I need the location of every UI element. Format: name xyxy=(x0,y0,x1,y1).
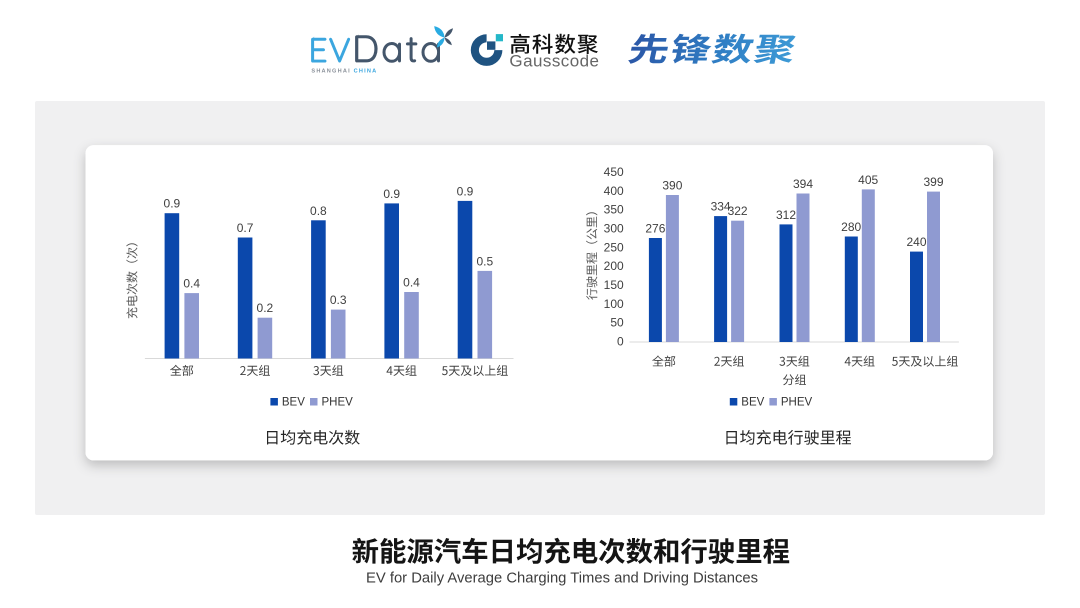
svg-text:0.3: 0.3 xyxy=(330,293,347,307)
svg-text:0.9: 0.9 xyxy=(164,197,181,211)
svg-text:PHEV: PHEV xyxy=(322,396,354,408)
svg-text:312: 312 xyxy=(776,208,796,222)
svg-text:399: 399 xyxy=(923,175,943,189)
svg-text:400: 400 xyxy=(604,184,624,198)
svg-text:0.2: 0.2 xyxy=(257,301,274,315)
svg-text:0.9: 0.9 xyxy=(383,187,400,201)
svg-text:0: 0 xyxy=(617,335,624,349)
svg-text:280: 280 xyxy=(841,220,861,234)
svg-text:390: 390 xyxy=(662,179,682,193)
svg-text:EV for Daily Average Charging: EV for Daily Average Charging Times and … xyxy=(366,571,758,587)
svg-text:350: 350 xyxy=(604,203,624,217)
svg-text:BEV: BEV xyxy=(282,396,305,408)
svg-text:334: 334 xyxy=(711,200,731,214)
svg-text:SHANGHAI CHINA: SHANGHAI CHINA xyxy=(311,68,377,74)
svg-text:0.9: 0.9 xyxy=(457,184,474,198)
svg-text:0.8: 0.8 xyxy=(310,204,327,218)
svg-text:276: 276 xyxy=(645,222,665,236)
svg-text:0.7: 0.7 xyxy=(237,221,254,235)
svg-text:450: 450 xyxy=(604,165,624,179)
svg-text:322: 322 xyxy=(728,204,748,218)
svg-text:50: 50 xyxy=(610,316,624,330)
svg-text:150: 150 xyxy=(604,278,624,292)
svg-text:0.4: 0.4 xyxy=(403,276,420,290)
svg-text:PHEV: PHEV xyxy=(781,396,813,408)
svg-text:405: 405 xyxy=(858,173,878,187)
svg-text:BEV: BEV xyxy=(741,396,764,408)
svg-text:100: 100 xyxy=(604,297,624,311)
svg-text:0.5: 0.5 xyxy=(476,254,493,268)
svg-text:0.4: 0.4 xyxy=(183,277,200,291)
svg-text:250: 250 xyxy=(604,240,624,254)
svg-text:394: 394 xyxy=(793,177,813,191)
svg-text:300: 300 xyxy=(604,221,624,235)
svg-text:240: 240 xyxy=(906,235,926,249)
svg-text:Gausscode: Gausscode xyxy=(509,52,599,71)
svg-text:200: 200 xyxy=(604,259,624,273)
